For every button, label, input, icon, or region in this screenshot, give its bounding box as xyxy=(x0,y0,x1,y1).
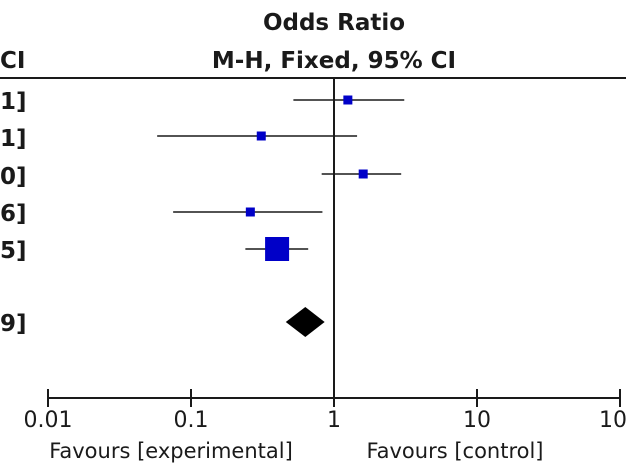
study-point-estimate xyxy=(246,208,255,217)
chart-title: Odds Ratio xyxy=(263,10,405,36)
chart-subtitle: M-H, Fixed, 95% CI xyxy=(212,48,456,74)
ci-fragment: 1] xyxy=(0,89,27,115)
study-point-estimate xyxy=(359,170,368,179)
ci-fragment: 6] xyxy=(0,201,27,227)
x-axis-tick-label: 100 xyxy=(599,408,626,433)
study-point-estimate xyxy=(257,132,266,141)
ci-fragment: 5] xyxy=(0,238,27,264)
ci-fragment: 1] xyxy=(0,126,27,152)
x-axis-tick-label: 0.1 xyxy=(174,408,209,433)
study-point-estimate xyxy=(343,96,352,105)
x-axis-tick-label: 10 xyxy=(463,408,491,433)
plot-area: 0.01 0.1 1 10 100 xyxy=(24,78,626,433)
ci-fragment: 0] xyxy=(0,164,27,190)
ci-fragment-total: 9] xyxy=(0,311,27,337)
x-axis-tick-label: 1 xyxy=(327,408,341,433)
left-column-header-fragment: CI xyxy=(0,48,25,74)
study-point-estimate xyxy=(265,237,289,261)
favours-control-label: Favours [control] xyxy=(366,439,543,463)
x-axis-tick-label: 0.01 xyxy=(24,408,73,433)
pooled-diamond xyxy=(286,307,325,337)
favours-experimental-label: Favours [experimental] xyxy=(49,439,293,463)
